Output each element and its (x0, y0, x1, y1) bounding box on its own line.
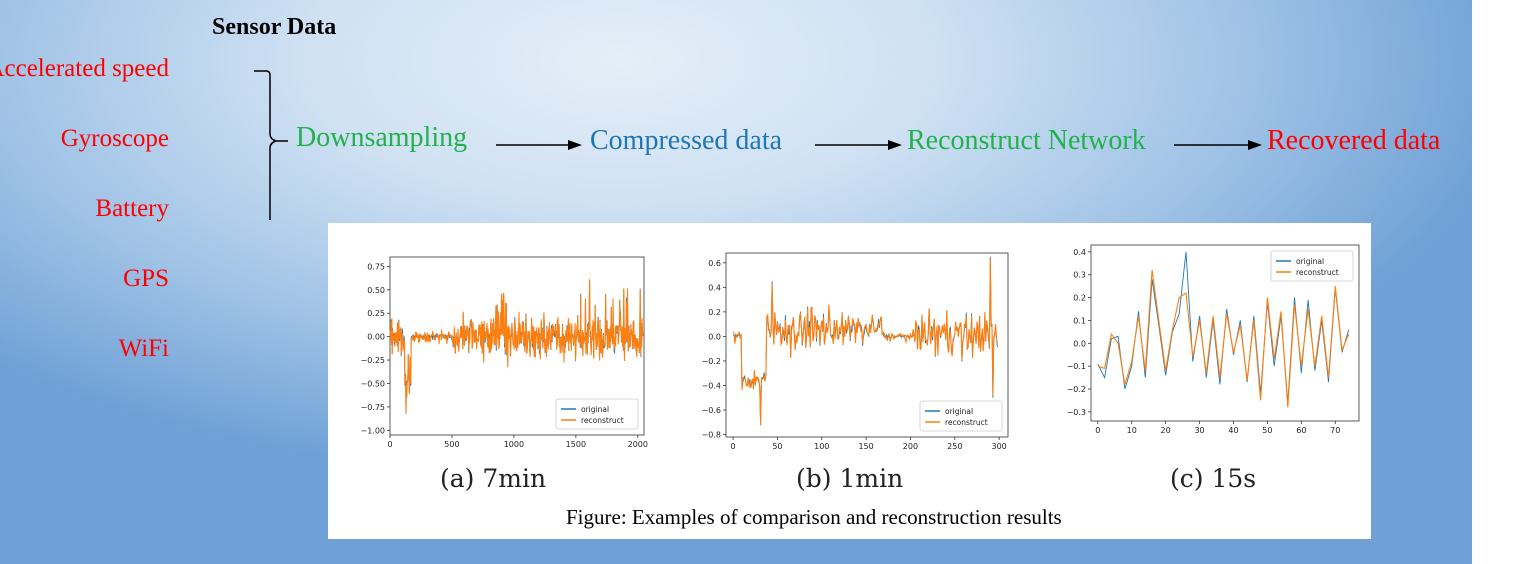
results-figure-panel: 0 500 1000 1500 2000 0.75 0.50 0.25 0.00 −0.25 −0.… (328, 223, 1371, 539)
x-tick-label: 20 (1161, 426, 1171, 435)
series-line-reconstruct (732, 258, 998, 426)
chart-1min: 0 50 100 150 200 250 300 0.6 0.4 0.2 0.0 −0.2 −0.4 −0… (702, 252, 1009, 451)
y-tick-label: 0.4 (1073, 248, 1086, 257)
y-tick-label: 0.25 (367, 309, 385, 318)
y-tick-label: −0.3 (1067, 408, 1086, 417)
y-tick-label: −0.4 (702, 381, 721, 390)
legend-label-original: original (581, 405, 609, 414)
sensor-data-title: Sensor Data (212, 14, 337, 40)
legend-label-original: original (1296, 257, 1324, 266)
y-tick-label: 0.50 (367, 286, 385, 295)
recovered-data-label: Recovered data (1267, 125, 1441, 156)
sensor-accelerated-speed: Accelerated speed (0, 55, 169, 82)
legend-label-original: original (945, 407, 973, 416)
y-tick-label: −0.25 (360, 356, 385, 365)
figure-caption: Figure: Examples of comparison and recon… (566, 505, 1062, 529)
sublabel-c: (c) 15s (1170, 464, 1257, 493)
y-tick-label: 0.00 (367, 333, 385, 342)
y-tick-label: 0.75 (367, 262, 385, 271)
y-tick-label: 0.4 (708, 283, 721, 292)
x-tick-label: 0 (731, 442, 736, 451)
x-tick-label: 0 (387, 440, 392, 449)
sublabel-b: (b) 1min (796, 464, 904, 493)
legend-label-reconstruct: reconstruct (1296, 268, 1339, 277)
x-tick-label: 1500 (566, 440, 586, 449)
y-tick-label: 0.2 (1073, 294, 1086, 303)
y-tick-label: 0.0 (708, 332, 721, 341)
y-tick-label: −0.1 (1067, 362, 1086, 371)
y-tick-label: 0.3 (1073, 271, 1086, 280)
downsampling-label: Downsampling (296, 122, 468, 153)
sensor-gyroscope: Gyroscope (60, 125, 169, 152)
x-tick-label: 2000 (628, 440, 648, 449)
sensor-wifi: WiFi (118, 335, 169, 362)
y-tick-label: −0.50 (360, 379, 385, 388)
x-tick-label: 10 (1127, 426, 1137, 435)
x-tick-label: 50 (772, 442, 782, 451)
x-tick-label: 70 (1330, 426, 1340, 435)
x-tick-label: 100 (814, 442, 829, 451)
y-tick-label: −0.75 (360, 403, 385, 412)
x-tick-label: 30 (1194, 426, 1204, 435)
y-tick-label: 0.1 (1073, 316, 1086, 325)
reconstruct-network-label: Reconstruct Network (907, 125, 1146, 156)
series-line-reconstruct (389, 279, 644, 413)
legend-label-reconstruct: reconstruct (581, 416, 624, 425)
y-tick-label: −0.2 (702, 357, 721, 366)
x-tick-label: 0 (1095, 426, 1100, 435)
slide-background: Sensor Data Accelerated speed Gyroscope … (0, 0, 1472, 564)
series-line-reconstruct (1097, 270, 1350, 408)
y-tick-label: −1.00 (360, 426, 385, 435)
x-tick-label: 250 (947, 442, 962, 451)
y-tick-label: 0.6 (708, 259, 721, 268)
x-tick-label: 40 (1228, 426, 1238, 435)
legend-box (919, 400, 1003, 432)
y-tick-label: −0.6 (702, 406, 721, 415)
y-tick-label: −0.2 (1067, 385, 1086, 394)
x-tick-label: 500 (444, 440, 459, 449)
compressed-data-label: Compressed data (590, 125, 783, 156)
x-tick-label: 150 (858, 442, 873, 451)
chart-15s: 0 10 20 30 40 50 60 70 0.4 0.3 0.2 0.1 0.0 −0.1 −0.2 −0… (1067, 244, 1360, 435)
x-tick-label: 300 (991, 442, 1006, 451)
flow-connectors (254, 70, 1262, 220)
y-tick-label: 0.0 (1073, 339, 1086, 348)
x-tick-label: 50 (1262, 426, 1272, 435)
legend-label-reconstruct: reconstruct (945, 418, 988, 427)
sensor-brace (254, 70, 288, 220)
y-tick-label: −0.8 (702, 431, 721, 440)
x-tick-label: 60 (1296, 426, 1306, 435)
legend-box (1270, 250, 1354, 282)
x-tick-label: 200 (903, 442, 918, 451)
sublabel-a: (a) 7min (440, 464, 547, 493)
sensor-battery: Battery (95, 195, 169, 222)
legend-box (555, 398, 639, 430)
x-tick-label: 1000 (504, 440, 524, 449)
sensor-gps: GPS (123, 265, 169, 292)
y-tick-label: 0.2 (708, 308, 721, 317)
chart-7min: 0 500 1000 1500 2000 0.75 0.50 0.25 0.00 −0.25 −0.… (360, 256, 648, 449)
